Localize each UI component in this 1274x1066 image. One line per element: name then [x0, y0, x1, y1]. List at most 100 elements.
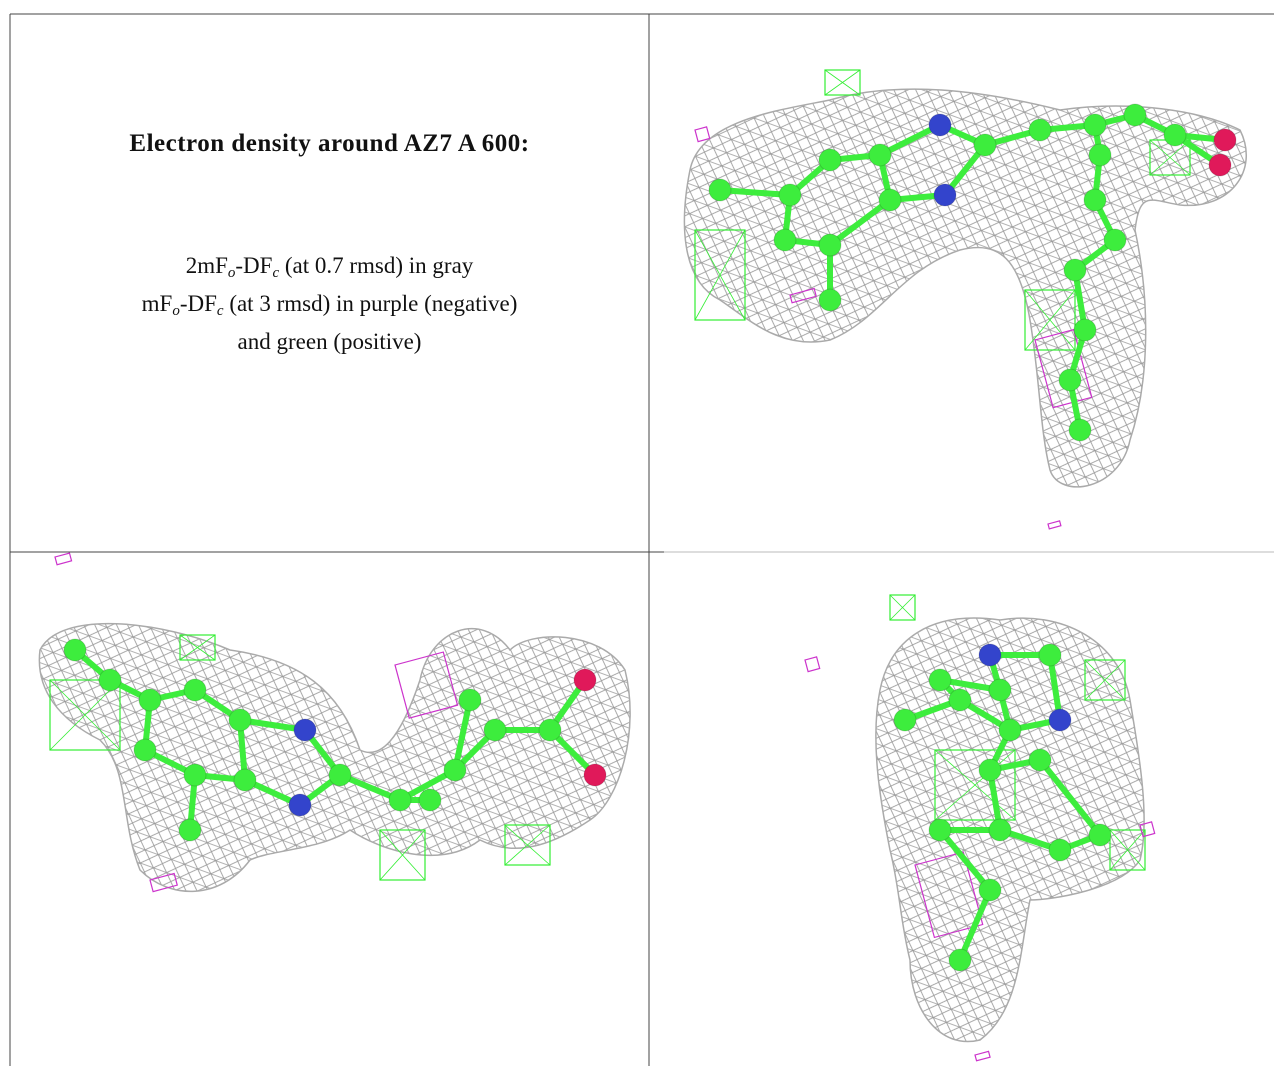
- positive-mesh: [889, 594, 916, 621]
- density-mesh: [38, 622, 631, 892]
- atom: [818, 233, 842, 257]
- legend-line: and green (positive): [10, 323, 649, 361]
- positive-mesh: [379, 829, 426, 881]
- legend: 2mFo-DFc (at 0.7 rmsd) in gray mFo-DFc (…: [10, 247, 649, 361]
- positive-mesh: [504, 824, 551, 866]
- atom: [1088, 823, 1112, 847]
- atom: [328, 763, 352, 787]
- atom: [978, 758, 1002, 782]
- atom: [948, 948, 972, 972]
- atom: [1063, 258, 1087, 282]
- atom: [583, 763, 607, 787]
- atom: [1038, 643, 1062, 667]
- atom: [978, 878, 1002, 902]
- atom: [483, 718, 507, 742]
- positive-mesh: [179, 634, 216, 661]
- positive-mesh: [1109, 829, 1146, 871]
- atom: [818, 288, 842, 312]
- negative-mesh: [1047, 520, 1062, 530]
- atom: [388, 788, 412, 812]
- atom: [538, 718, 562, 742]
- positive-mesh: [1109, 829, 1146, 871]
- positive-mesh: [889, 594, 916, 621]
- atom: [948, 688, 972, 712]
- negative-mesh: [54, 552, 73, 566]
- subscript: c: [216, 303, 224, 319]
- text: mF: [141, 291, 173, 316]
- atom: [288, 793, 312, 817]
- bond: [827, 197, 893, 248]
- negative-mesh: [1139, 821, 1156, 838]
- positive-mesh: [504, 824, 551, 866]
- positive-mesh: [1084, 659, 1126, 701]
- text: and green (positive): [237, 329, 422, 354]
- legend-line: 2mFo-DFc (at 0.7 rmsd) in gray: [10, 247, 649, 285]
- atom: [1058, 368, 1082, 392]
- atom: [138, 688, 162, 712]
- atom: [1048, 708, 1072, 732]
- atom: [1083, 113, 1107, 137]
- negative-mesh: [394, 651, 459, 719]
- atom: [183, 763, 207, 787]
- positive-mesh: [379, 829, 426, 881]
- atom: [818, 148, 842, 172]
- text: (at 3 rmsd) in purple (negative): [223, 291, 518, 316]
- bond: [717, 187, 793, 198]
- atom: [988, 818, 1012, 842]
- positive-mesh: [694, 229, 746, 321]
- positive-mesh: [1024, 289, 1076, 351]
- subscript: c: [272, 265, 280, 281]
- atom: [868, 143, 892, 167]
- atom: [233, 768, 257, 792]
- atom: [1163, 123, 1187, 147]
- atom: [228, 708, 252, 732]
- positive-mesh: [179, 634, 216, 661]
- atom: [998, 718, 1022, 742]
- density-mesh: [683, 88, 1247, 488]
- positive-mesh: [694, 229, 746, 321]
- atom: [443, 758, 467, 782]
- atom: [573, 668, 597, 692]
- atom: [293, 718, 317, 742]
- bond: [877, 122, 943, 158]
- atom: [708, 178, 732, 202]
- positive-mesh: [824, 69, 861, 96]
- atom: [1083, 188, 1107, 212]
- text: -DF: [235, 253, 273, 278]
- atom: [1028, 118, 1052, 142]
- atom: [928, 668, 952, 692]
- positive-mesh: [934, 749, 1016, 821]
- positive-mesh: [824, 69, 861, 96]
- negative-mesh: [974, 1050, 991, 1062]
- subscript: o: [227, 265, 236, 281]
- atom: [778, 183, 802, 207]
- positive-mesh: [934, 749, 1016, 821]
- bond: [452, 697, 473, 773]
- legend-line: mFo-DFc (at 3 rmsd) in purple (negative): [10, 285, 649, 323]
- negative-mesh: [789, 287, 817, 304]
- atom: [133, 738, 157, 762]
- atom: [928, 818, 952, 842]
- positive-mesh: [49, 679, 121, 751]
- atom: [178, 818, 202, 842]
- text: 2mF: [185, 253, 228, 278]
- text: -DF: [179, 291, 217, 316]
- atom: [928, 113, 952, 137]
- atom: [1088, 143, 1112, 167]
- atom: [1028, 748, 1052, 772]
- text: (at 0.7 rmsd) in gray: [279, 253, 474, 278]
- atom: [978, 643, 1002, 667]
- negative-mesh: [804, 656, 821, 673]
- bond: [1037, 757, 1103, 838]
- positive-mesh: [49, 679, 121, 751]
- bond: [937, 827, 993, 893]
- atom: [1208, 153, 1232, 177]
- atom: [893, 708, 917, 732]
- atom: [1103, 228, 1127, 252]
- atom: [1073, 318, 1097, 342]
- positive-mesh: [1024, 289, 1076, 351]
- subscript: o: [172, 303, 180, 319]
- atom: [1213, 128, 1237, 152]
